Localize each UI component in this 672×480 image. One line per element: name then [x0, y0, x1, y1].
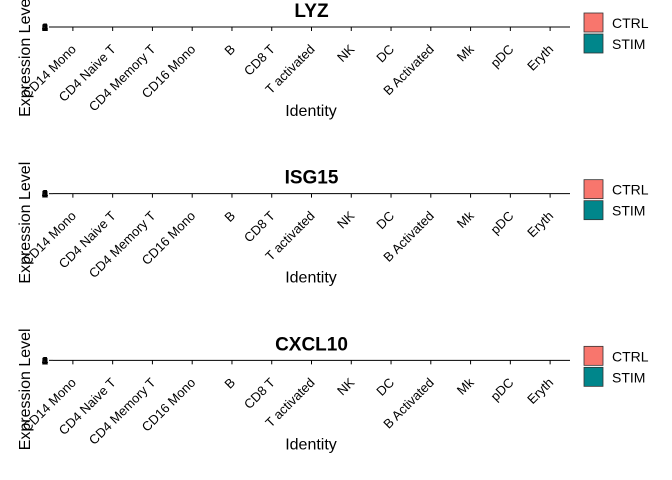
legend-label: CTRL	[612, 348, 649, 364]
y-tick-label: 4	[42, 189, 49, 201]
y-tick-label: 1	[42, 22, 48, 34]
x-tick-label: NK	[334, 375, 358, 399]
x-tick-label: B	[221, 375, 238, 392]
panel-title: CXCL10	[275, 334, 348, 355]
x-tick-label: Mk	[454, 375, 477, 398]
y-tick-label: 2	[42, 355, 48, 367]
panel-title: LYZ	[294, 1, 329, 22]
legend-label: STIM	[612, 36, 645, 52]
legend-label: STIM	[612, 203, 645, 219]
legend-label: CTRL	[612, 182, 649, 198]
x-tick-label: DC	[373, 42, 397, 66]
x-tick-label: CD8 T	[241, 41, 278, 78]
x-tick-label: pDC	[487, 42, 516, 71]
y-tick-label: 0	[42, 189, 48, 201]
x-axis-title: Identity	[285, 270, 337, 287]
x-tick-label: NK	[334, 41, 358, 65]
legend-label: STIM	[612, 369, 645, 385]
x-tick-label: Eryth	[524, 208, 556, 240]
legend-swatch-stim	[583, 200, 604, 221]
x-tick-label: Eryth	[524, 42, 556, 74]
y-tick-label: 2	[42, 22, 48, 34]
x-tick-label: pDC	[487, 208, 516, 237]
legend-label: CTRL	[612, 15, 649, 31]
y-tick-label: 0	[42, 355, 48, 367]
x-axis-title: Identity	[285, 436, 337, 453]
y-axis-title: Expression Level	[17, 162, 34, 284]
legend-swatch-ctrl	[583, 179, 604, 200]
x-tick-label: Eryth	[524, 375, 556, 407]
x-tick-label: B	[221, 42, 238, 59]
y-tick-label: 4	[42, 355, 49, 367]
legend-swatch-stim	[583, 33, 604, 54]
x-tick-label: NK	[334, 208, 358, 232]
y-tick-label: 3	[42, 22, 48, 34]
x-axis-title: Identity	[285, 103, 337, 120]
x-tick-label: pDC	[487, 375, 516, 404]
y-tick-label: 2	[42, 189, 48, 201]
y-tick-label: 1	[42, 189, 48, 201]
x-tick-label: DC	[373, 375, 397, 399]
y-tick-label: 4	[42, 22, 49, 34]
x-tick-label: CD8 T	[241, 208, 278, 245]
x-tick-label: CD8 T	[241, 375, 278, 412]
y-tick-label: 1	[42, 355, 48, 367]
panel-title: ISG15	[285, 168, 339, 189]
x-tick-label: Mk	[454, 41, 477, 64]
x-tick-label: Mk	[454, 208, 477, 231]
y-tick-label: 3	[42, 189, 48, 201]
y-axis-title: Expression Level	[17, 0, 34, 117]
legend-swatch-ctrl	[583, 12, 604, 33]
legend-swatch-stim	[583, 366, 604, 387]
y-tick-label: 0	[42, 22, 48, 34]
y-axis-title: Expression Level	[17, 328, 34, 450]
legend-swatch-ctrl	[583, 345, 604, 366]
x-tick-label: B	[221, 208, 238, 225]
y-tick-label: 3	[42, 355, 48, 367]
x-tick-label: DC	[373, 208, 397, 232]
